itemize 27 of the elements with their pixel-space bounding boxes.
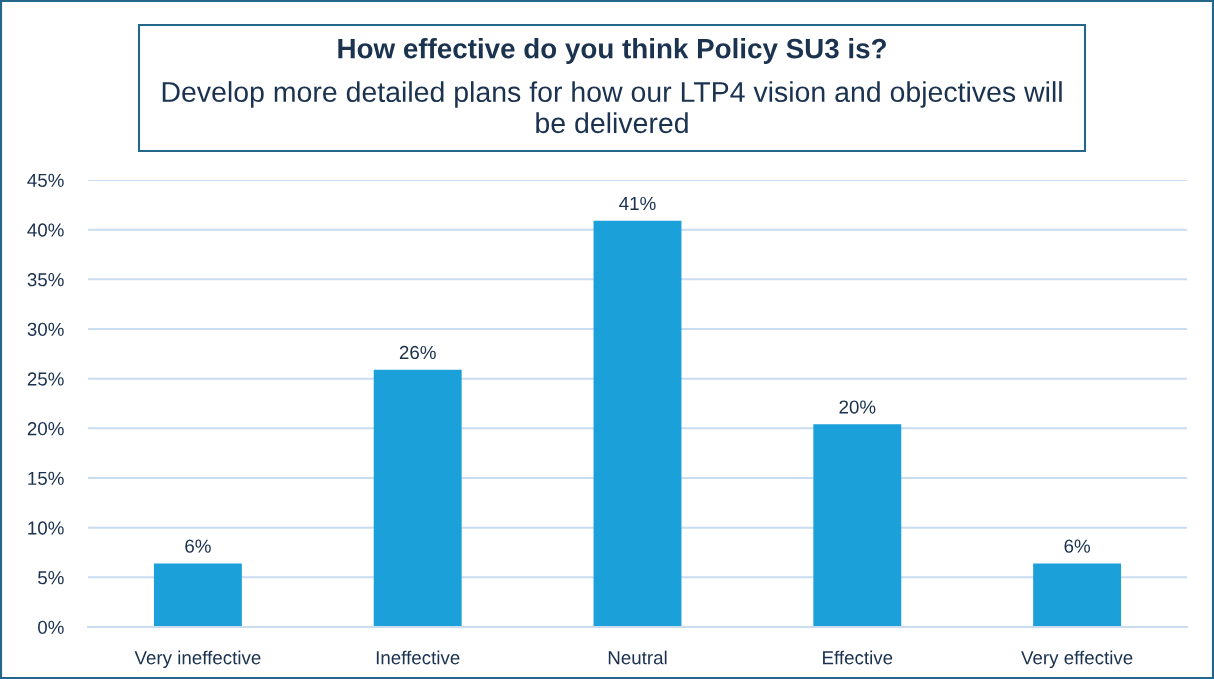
data-label: 6% <box>185 539 211 553</box>
y-tick-label: 25% <box>27 372 64 386</box>
bar <box>813 424 902 627</box>
x-tick-label: Effective <box>823 650 893 665</box>
y-tick-label: 35% <box>27 273 64 287</box>
bar <box>593 220 682 627</box>
data-label: 26% <box>399 345 436 360</box>
x-tick-label: Very effective <box>1021 650 1133 669</box>
data-label: 20% <box>839 400 876 414</box>
chart-title: How effective do you think Policy SU3 is? <box>338 38 886 64</box>
bar <box>1033 563 1122 627</box>
y-tick-label: 30% <box>27 322 64 336</box>
bar <box>373 369 462 627</box>
y-tick-label: 45% <box>27 173 64 187</box>
x-tick-label: Neutral <box>608 650 667 665</box>
x-tick-label: Ineffective <box>376 650 460 665</box>
data-label: 6% <box>1064 539 1090 553</box>
chart-subtitle: Develop more detailed plans for how our LTP4 vision and objectives will be delivered <box>162 81 1062 134</box>
y-tick-label: 15% <box>28 471 64 485</box>
x-tick-label: Very ineffective <box>134 650 261 669</box>
bar <box>153 563 242 627</box>
y-tick-label: 20% <box>27 422 64 436</box>
y-tick-label: 10% <box>28 521 64 535</box>
y-tick-label: 0% <box>38 620 64 634</box>
y-tick-label: 5% <box>38 571 64 585</box>
data-label: 41% <box>619 196 656 210</box>
y-tick-label: 40% <box>27 223 64 237</box>
